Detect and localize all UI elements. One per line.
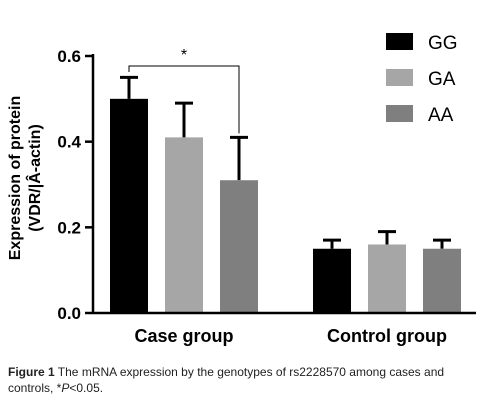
figure-caption: Figure 1 The mRNA expression by the geno… bbox=[8, 364, 484, 396]
legend: GG GA AA bbox=[386, 33, 458, 126]
plot-area: 0.0 0.2 0.4 0.6 Case group Control group * bbox=[57, 47, 476, 346]
caption-text-2: <0.05. bbox=[69, 381, 104, 395]
bar-GG-0 bbox=[110, 98, 148, 313]
legend-swatch-AA bbox=[386, 105, 413, 122]
bar-GA-0 bbox=[165, 137, 203, 313]
bar-GA-1 bbox=[368, 244, 406, 313]
y-tick-label: 0.0 bbox=[57, 304, 81, 323]
x-category-label: Control group bbox=[327, 326, 447, 346]
y-tick-label: 0.2 bbox=[57, 218, 81, 237]
y-tick-label: 0.4 bbox=[57, 133, 81, 152]
legend-label-GA: GA bbox=[428, 69, 456, 90]
bar-GG-1 bbox=[313, 248, 351, 313]
y-tick-label: 0.6 bbox=[57, 47, 81, 66]
legend-label-AA: AA bbox=[428, 105, 454, 126]
caption-italic: P bbox=[61, 381, 70, 395]
y-axis-label-line2: (VDR/|Â-actin) bbox=[25, 124, 44, 232]
legend-swatch-GA bbox=[386, 69, 413, 86]
legend-swatch-GG bbox=[386, 33, 413, 50]
bar-AA-1 bbox=[423, 248, 461, 313]
y-axis-label-line1: Expression of protein bbox=[7, 96, 24, 260]
x-category-label: Case group bbox=[134, 326, 233, 346]
figure-label: Figure 1 bbox=[8, 365, 55, 379]
legend-label-GG: GG bbox=[428, 33, 458, 54]
caption-text-1: The mRNA expression by the genotypes of … bbox=[8, 365, 445, 395]
significance-marker: * bbox=[181, 47, 187, 64]
bar-AA-0 bbox=[220, 180, 258, 313]
significance-bracket bbox=[128, 65, 240, 134]
